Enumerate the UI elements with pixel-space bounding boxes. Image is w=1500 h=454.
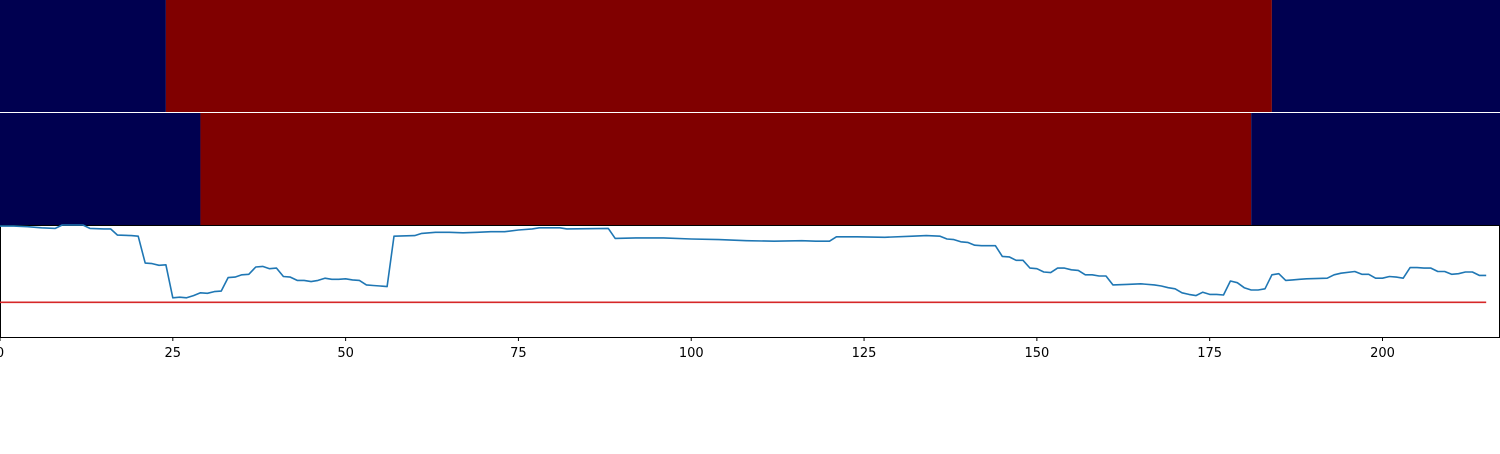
series-line-1 xyxy=(0,224,1487,299)
state-band-1 xyxy=(0,0,1500,112)
x-tick-label-100: 100 xyxy=(679,346,704,361)
band-1-segment-off xyxy=(0,0,166,112)
state-bands xyxy=(0,0,1500,225)
state-band-2 xyxy=(0,113,1500,225)
band-2-segment-off xyxy=(0,113,201,225)
x-tick-label-150: 150 xyxy=(1024,346,1049,361)
band-1-segment-on xyxy=(165,0,1272,112)
x-tick-label-125: 125 xyxy=(852,346,877,361)
band-2-segment-on xyxy=(200,113,1252,225)
x-axis: 0 25 50 75 100 125 150 175 200 xyxy=(0,337,1395,361)
x-tick-label-75: 75 xyxy=(510,346,527,361)
band-2-segment-off xyxy=(1251,113,1500,225)
x-tick-label-0: 0 xyxy=(0,346,4,361)
x-tick-label-200: 200 xyxy=(1370,346,1395,361)
x-tick-label-25: 25 xyxy=(165,346,182,361)
x-tick-label-50: 50 xyxy=(337,346,354,361)
band-1-segment-off xyxy=(1271,0,1500,112)
x-tick-label-175: 175 xyxy=(1197,346,1222,361)
line-plot-area xyxy=(0,224,1500,338)
